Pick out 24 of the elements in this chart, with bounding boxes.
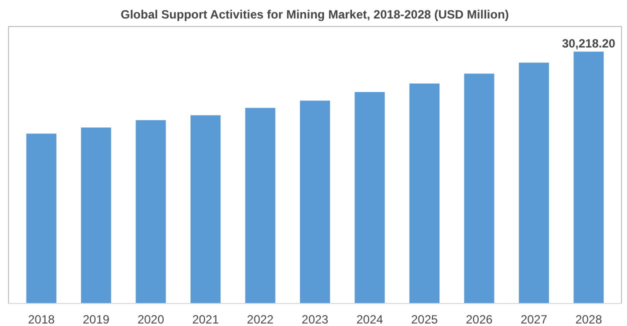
x-tick-label: 2018 bbox=[28, 312, 56, 326]
bar bbox=[26, 134, 56, 304]
x-tick-label: 2028 bbox=[575, 312, 602, 326]
bar bbox=[300, 100, 330, 304]
data-label: 30,218.20 bbox=[562, 36, 616, 51]
bar bbox=[574, 52, 604, 304]
bar bbox=[354, 92, 385, 304]
x-tick-label: 2025 bbox=[411, 312, 438, 326]
bar bbox=[518, 62, 549, 304]
bar bbox=[409, 84, 440, 304]
bar bbox=[464, 74, 494, 304]
bar bbox=[81, 128, 112, 304]
x-tick-label: 2019 bbox=[82, 312, 110, 326]
bar bbox=[190, 115, 221, 304]
x-tick-label: 2020 bbox=[137, 312, 164, 326]
x-tick-label: 2027 bbox=[520, 312, 548, 326]
chart-title: Global Support Activities for Mining Market, 2018-2028 (USD Million) bbox=[120, 8, 509, 22]
x-tick-label: 2022 bbox=[246, 312, 274, 326]
bar bbox=[136, 120, 166, 304]
x-tick-label: 2023 bbox=[302, 312, 329, 326]
x-tick-label: 2024 bbox=[356, 312, 384, 326]
bar bbox=[245, 108, 276, 304]
x-tick-label: 2021 bbox=[192, 312, 220, 326]
x-tick-label: 2026 bbox=[466, 312, 493, 326]
